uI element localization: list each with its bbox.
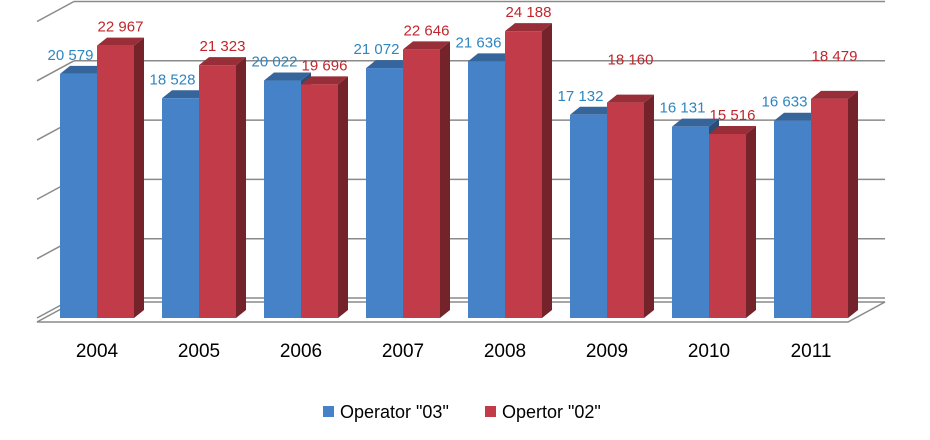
value-label: 21 072 [354,41,400,58]
legend-swatch-operator-03 [323,406,334,417]
value-label: 22 967 [98,19,144,36]
legend-label-operator-03: Operator "03" [340,402,449,422]
bar-opertor-02--2007 [403,41,450,318]
chart-category-labels: 2004 2005 2006 2007 2008 2009 2010 2011 [76,341,832,362]
category-label: 2007 [382,341,424,362]
chart-bars [60,23,858,319]
bar-opertor-02--2009 [607,94,654,318]
value-label: 18 528 [150,71,196,88]
bar-opertor-02--2006 [301,76,348,319]
category-label: 2005 [178,341,220,362]
value-label: 19 696 [302,57,348,74]
value-label: 15 516 [710,107,756,124]
bar-opertor-02--2010 [709,125,756,319]
value-label: 20 022 [252,54,298,71]
gridline-side [36,60,75,82]
value-label: 18 479 [812,48,858,65]
value-label: 16 131 [660,100,706,117]
category-label: 2008 [484,341,526,362]
bar-opertor-02--2008 [505,23,552,319]
bar-opertor-02--2005 [199,57,246,319]
category-label: 2010 [688,341,730,362]
value-label: 17 132 [558,88,604,105]
value-label: 21 323 [200,38,246,55]
legend-label-operator-02: Opertor "02" [502,402,601,422]
category-label: 2009 [586,341,628,362]
bar-opertor-02--2004 [97,37,144,318]
gridline-side [36,0,75,23]
legend-swatch-operator-02 [485,406,496,417]
category-label: 2004 [76,341,119,362]
value-label: 22 646 [404,22,450,39]
value-label: 20 579 [48,47,94,64]
value-label: 18 160 [608,52,654,69]
bar-opertor-02--2011 [811,90,858,318]
category-label: 2011 [791,341,832,362]
value-label: 16 633 [762,94,808,111]
chart-legend: Operator "03" Opertor "02" [323,402,601,422]
category-label: 2006 [280,341,322,362]
value-label: 21 636 [456,34,502,51]
value-label: 24 188 [506,4,552,21]
